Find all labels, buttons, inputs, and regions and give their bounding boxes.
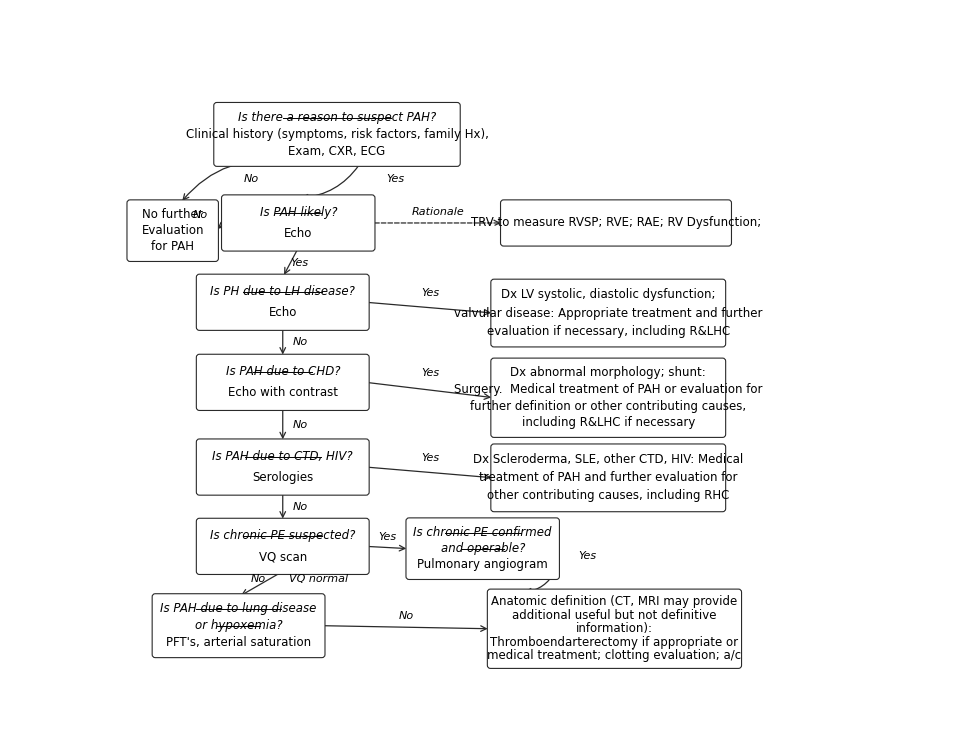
FancyBboxPatch shape (127, 200, 219, 262)
Text: Is PAH due to CHD?: Is PAH due to CHD? (226, 366, 340, 378)
FancyBboxPatch shape (500, 200, 732, 246)
Text: Rationale: Rationale (412, 207, 464, 217)
Text: Clinical history (symptoms, risk factors, family Hx),: Clinical history (symptoms, risk factors… (185, 128, 489, 141)
Text: or hypoxemia?: or hypoxemia? (195, 619, 282, 632)
FancyBboxPatch shape (197, 518, 370, 574)
Text: Thromboendarterectomy if appropriate or: Thromboendarterectomy if appropriate or (491, 636, 738, 649)
FancyBboxPatch shape (491, 444, 726, 512)
Text: Dx LV systolic, diastolic dysfunction;: Dx LV systolic, diastolic dysfunction; (501, 289, 715, 301)
Text: Echo: Echo (269, 306, 297, 319)
Text: No: No (244, 174, 259, 184)
Text: Is PH due to LH disease?: Is PH due to LH disease? (210, 285, 355, 298)
Text: Is there a reason to suspect PAH?: Is there a reason to suspect PAH? (238, 111, 436, 124)
FancyBboxPatch shape (222, 195, 375, 251)
Text: Dx Scleroderma, SLE, other CTD, HIV: Medical: Dx Scleroderma, SLE, other CTD, HIV: Med… (473, 453, 743, 466)
Text: No: No (292, 337, 307, 347)
FancyBboxPatch shape (491, 279, 726, 347)
Text: treatment of PAH and further evaluation for: treatment of PAH and further evaluation … (479, 471, 737, 485)
Text: Yes: Yes (578, 551, 596, 562)
Text: other contributing causes, including RHC: other contributing causes, including RHC (487, 489, 730, 503)
Text: No: No (292, 420, 307, 429)
Text: valvular disease: Appropriate treatment and further: valvular disease: Appropriate treatment … (454, 307, 762, 319)
Text: Yes: Yes (420, 453, 439, 463)
FancyBboxPatch shape (488, 589, 741, 669)
FancyBboxPatch shape (491, 358, 726, 438)
Text: No: No (192, 210, 207, 220)
Text: additional useful but not definitive: additional useful but not definitive (513, 609, 717, 622)
Text: Is chronic PE confirmed: Is chronic PE confirmed (414, 526, 552, 539)
Text: Yes: Yes (386, 174, 404, 184)
FancyBboxPatch shape (197, 355, 370, 411)
Text: Evaluation: Evaluation (141, 224, 204, 237)
Text: and operable?: and operable? (441, 542, 525, 555)
Text: Yes: Yes (291, 257, 309, 268)
Text: information):: information): (576, 622, 653, 635)
Text: TRV to measure RVSP; RVE; RAE; RV Dysfunction;: TRV to measure RVSP; RVE; RAE; RV Dysfun… (470, 216, 761, 230)
FancyBboxPatch shape (153, 594, 325, 657)
Text: Pulmonary angiogram: Pulmonary angiogram (418, 559, 548, 571)
Text: evaluation if necessary, including R&LHC: evaluation if necessary, including R&LHC (487, 325, 730, 337)
Text: Is PAH due to CTD, HIV?: Is PAH due to CTD, HIV? (212, 450, 353, 463)
FancyBboxPatch shape (214, 102, 460, 166)
Text: Echo with contrast: Echo with contrast (228, 386, 338, 399)
Text: Exam, CXR, ECG: Exam, CXR, ECG (288, 145, 386, 158)
Text: Is PAH due to lung disease: Is PAH due to lung disease (160, 602, 317, 615)
Text: Is PAH likely?: Is PAH likely? (259, 206, 337, 219)
Text: Echo: Echo (284, 227, 312, 240)
Text: No further: No further (142, 208, 204, 221)
Text: VQ scan: VQ scan (258, 551, 307, 563)
Text: further definition or other contributing causes,: further definition or other contributing… (470, 399, 746, 413)
Text: including R&LHC if necessary: including R&LHC if necessary (521, 416, 695, 429)
Text: Yes: Yes (420, 368, 439, 378)
Text: Anatomic definition (CT, MRI may provide: Anatomic definition (CT, MRI may provide (492, 595, 737, 608)
Text: Serologies: Serologies (252, 471, 313, 484)
Text: Surgery.  Medical treatment of PAH or evaluation for: Surgery. Medical treatment of PAH or eva… (454, 383, 762, 396)
FancyBboxPatch shape (197, 275, 370, 331)
Text: VQ normal: VQ normal (289, 574, 348, 584)
Text: medical treatment; clotting evaluation; a/c: medical treatment; clotting evaluation; … (488, 649, 741, 662)
Text: PFT's, arterial saturation: PFT's, arterial saturation (166, 636, 311, 649)
Text: Dx abnormal morphology; shunt:: Dx abnormal morphology; shunt: (511, 367, 707, 379)
FancyBboxPatch shape (197, 439, 370, 495)
Text: No: No (292, 502, 307, 512)
Text: Yes: Yes (378, 532, 396, 542)
Text: No: No (398, 611, 414, 622)
FancyBboxPatch shape (406, 518, 560, 580)
Text: for PAH: for PAH (151, 240, 194, 254)
Text: No: No (251, 574, 266, 584)
Text: Is chronic PE suspected?: Is chronic PE suspected? (210, 530, 355, 542)
Text: Yes: Yes (420, 288, 439, 298)
